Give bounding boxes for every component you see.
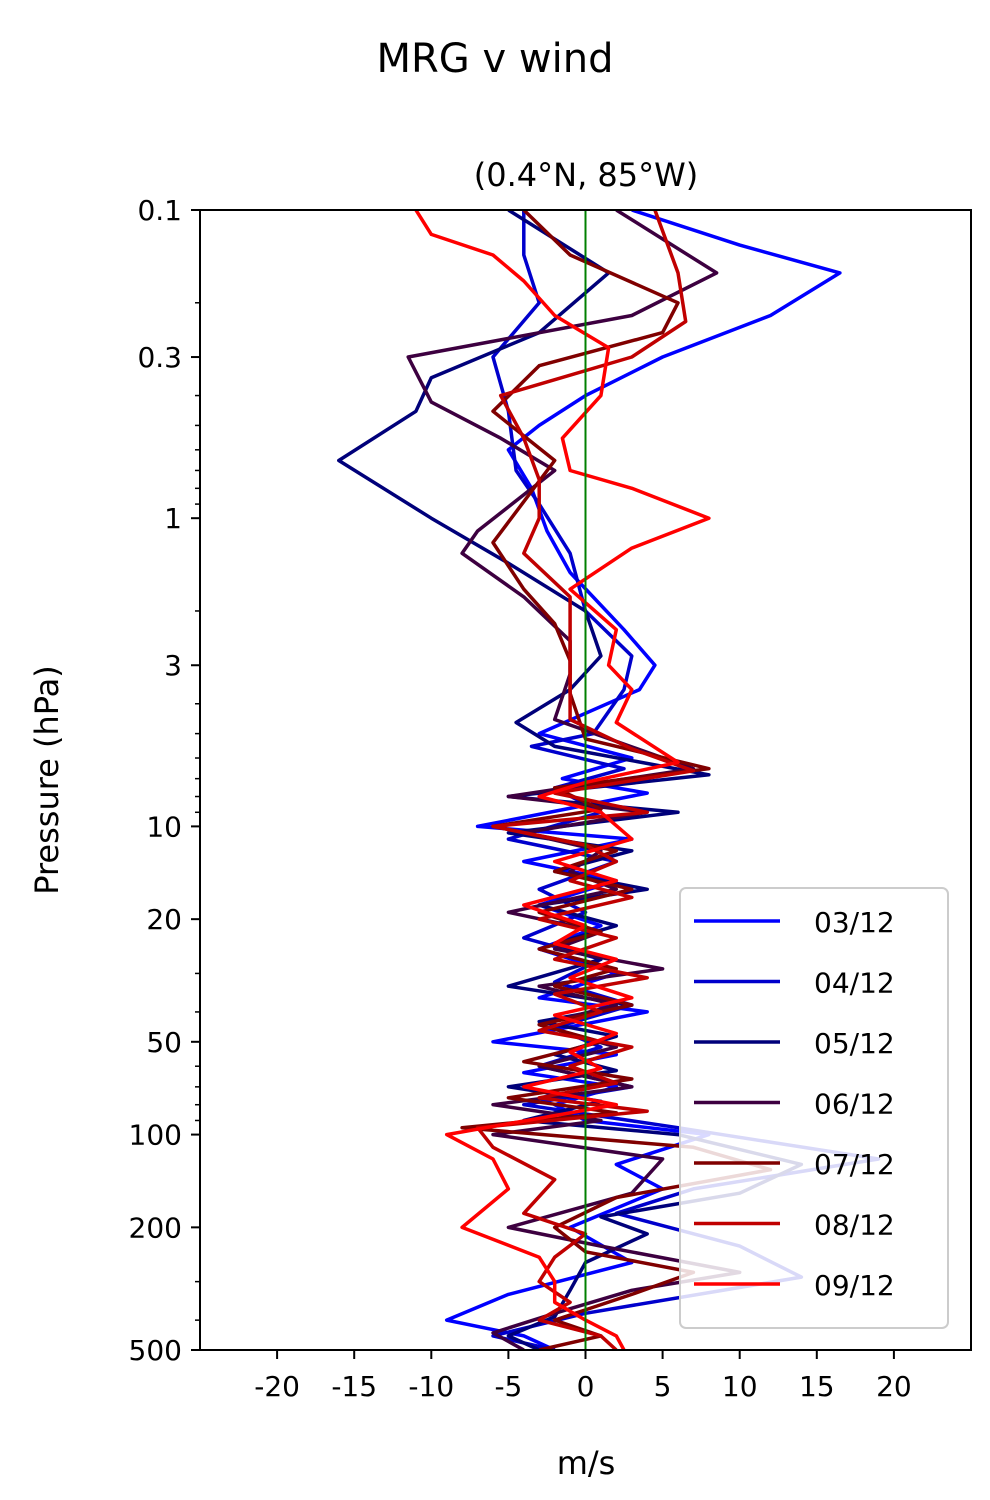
y-ticks: 0.1 0.3 1 3 10 20 50 100 200 500 — [129, 194, 200, 1367]
y-tick-label: 3 — [164, 649, 182, 682]
legend-frame — [679, 887, 949, 1329]
legend-label: 09/12 — [814, 1269, 895, 1302]
x-tick-label: -10 — [408, 1370, 454, 1403]
y-tick-label: 20 — [146, 903, 182, 936]
y-tick-label: 1 — [164, 502, 182, 535]
chart-subtitle: (0.4°N, 85°W) — [474, 156, 699, 194]
x-tick-label: 5 — [654, 1370, 672, 1403]
x-tick-label: 10 — [722, 1370, 758, 1403]
legend: 03/12 04/12 05/12 06/12 07/12 08/12 09/12 — [679, 887, 949, 1329]
x-tick-label: 15 — [799, 1370, 835, 1403]
x-tick-label: 20 — [876, 1370, 912, 1403]
y-tick-label: 50 — [146, 1026, 182, 1059]
series-line-6 — [475, 210, 696, 1350]
y-tick-label: 200 — [129, 1211, 182, 1244]
y-tick-label: 100 — [129, 1119, 182, 1152]
x-tick-label: -20 — [254, 1370, 300, 1403]
legend-label: 06/12 — [814, 1088, 895, 1121]
x-ticks: -20 -15 -10 -5 0 5 10 15 20 — [254, 1350, 912, 1403]
legend-label: 04/12 — [814, 967, 895, 1000]
legend-label: 03/12 — [814, 906, 895, 939]
x-tick-label: 0 — [577, 1370, 595, 1403]
y-tick-label: 500 — [129, 1334, 182, 1367]
legend-label: 05/12 — [814, 1027, 895, 1060]
legend-label: 07/12 — [814, 1148, 895, 1181]
x-axis-label: m/s — [557, 1444, 616, 1482]
series-layer — [337, 210, 881, 1350]
y-axis-label: Pressure (hPa) — [28, 665, 66, 895]
y-tick-label: 10 — [146, 810, 182, 843]
x-tick-label: -5 — [494, 1370, 522, 1403]
y-tick-label: 0.1 — [137, 194, 182, 227]
series-line-5 — [460, 210, 773, 1350]
legend-label: 08/12 — [814, 1209, 895, 1242]
x-tick-label: -15 — [331, 1370, 377, 1403]
y-tick-label: 0.3 — [137, 341, 182, 374]
chart-title: MRG v wind — [377, 36, 614, 82]
